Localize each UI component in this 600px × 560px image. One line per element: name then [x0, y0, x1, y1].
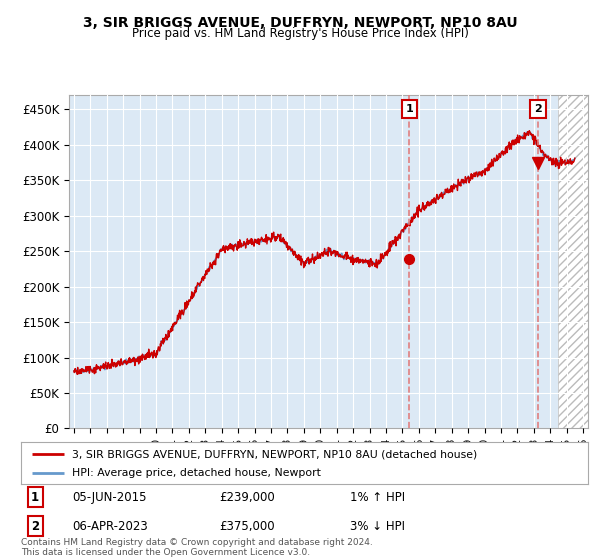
- Text: 05-JUN-2015: 05-JUN-2015: [72, 491, 146, 504]
- Text: £239,000: £239,000: [220, 491, 275, 504]
- Bar: [559, 95, 599, 428]
- Text: £375,000: £375,000: [220, 520, 275, 533]
- Text: 3, SIR BRIGGS AVENUE, DUFFRYN, NEWPORT, NP10 8AU: 3, SIR BRIGGS AVENUE, DUFFRYN, NEWPORT, …: [83, 16, 517, 30]
- Text: Contains HM Land Registry data © Crown copyright and database right 2024.
This d: Contains HM Land Registry data © Crown c…: [21, 538, 373, 557]
- Text: 1: 1: [406, 104, 413, 114]
- Text: Price paid vs. HM Land Registry's House Price Index (HPI): Price paid vs. HM Land Registry's House …: [131, 27, 469, 40]
- Text: 06-APR-2023: 06-APR-2023: [72, 520, 148, 533]
- Text: 1% ↑ HPI: 1% ↑ HPI: [350, 491, 405, 504]
- Text: 3% ↓ HPI: 3% ↓ HPI: [350, 520, 405, 533]
- Text: 2: 2: [31, 520, 39, 533]
- Bar: [559, 95, 599, 428]
- Text: 2: 2: [534, 104, 542, 114]
- Text: 1: 1: [31, 491, 39, 504]
- Text: 3, SIR BRIGGS AVENUE, DUFFRYN, NEWPORT, NP10 8AU (detached house): 3, SIR BRIGGS AVENUE, DUFFRYN, NEWPORT, …: [72, 449, 477, 459]
- Text: HPI: Average price, detached house, Newport: HPI: Average price, detached house, Newp…: [72, 468, 321, 478]
